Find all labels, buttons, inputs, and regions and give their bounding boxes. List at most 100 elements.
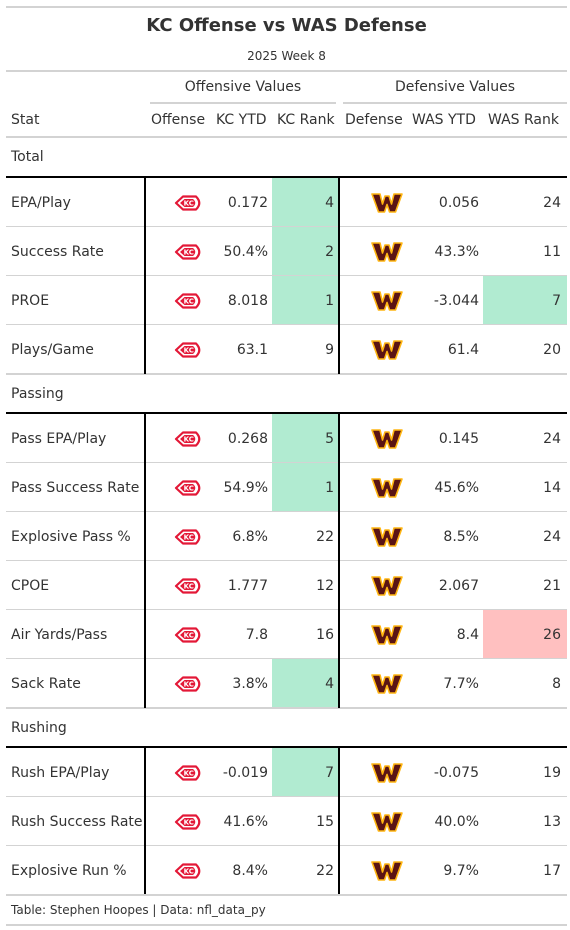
- kc-ytd-value: 54.9%: [223, 479, 268, 496]
- kc-chiefs-logo-icon: KC: [174, 178, 204, 227]
- kc-rank-value: 9: [325, 341, 334, 358]
- was-ytd-value: 45.6%: [434, 479, 479, 496]
- row-divider: [6, 560, 567, 561]
- group-border-rushing: [6, 746, 567, 748]
- svg-text:KC: KC: [184, 435, 194, 443]
- kc-chiefs-logo-icon: KC: [174, 227, 204, 276]
- col-header-stat: Stat: [11, 112, 40, 128]
- row-divider: [6, 609, 567, 610]
- washington-logo-icon: [370, 325, 404, 374]
- was-ytd-value: 7.7%: [443, 675, 479, 692]
- svg-text:KC: KC: [184, 582, 194, 590]
- kc-chiefs-logo-icon: KC: [174, 276, 204, 325]
- group-top-border-rushing: [6, 707, 567, 709]
- kc-chiefs-logo-icon: KC: [174, 512, 204, 561]
- was-rank-value: 14: [543, 479, 561, 496]
- was-ytd-value: -3.044: [433, 292, 479, 309]
- group-border-passing: [6, 412, 567, 414]
- washington-logo-icon: [370, 846, 404, 895]
- kc-rank-value: 5: [272, 414, 339, 463]
- col-header-kc-rank: KC Rank: [277, 112, 335, 128]
- svg-text:KC: KC: [184, 867, 194, 875]
- was-ytd-value: 43.3%: [434, 243, 479, 260]
- row-divider: [6, 324, 567, 325]
- table-row: Pass EPA/Play KC 0.268 5 0.145 24: [6, 414, 567, 463]
- group-border-total: [6, 176, 567, 178]
- was-rank-value: 26: [483, 610, 567, 659]
- kc-rank-value: 16: [316, 626, 334, 643]
- table-subtitle: 2025 Week 8: [247, 49, 326, 63]
- svg-text:KC: KC: [184, 248, 194, 256]
- spanner-offensive-line: [150, 102, 336, 104]
- kc-ytd-value: 0.268: [227, 430, 268, 447]
- table-top-border: [6, 6, 567, 8]
- was-ytd-value: 40.0%: [434, 813, 479, 830]
- kc-ytd-value: 41.6%: [223, 813, 268, 830]
- was-rank-value: 24: [543, 528, 561, 545]
- table-row: Sack Rate KC 3.8% 4 7.7% 8: [6, 659, 567, 708]
- was-rank-value: 13: [543, 813, 561, 830]
- washington-logo-icon: [370, 659, 404, 708]
- washington-logo-icon: [370, 227, 404, 276]
- table-row: Rush EPA/Play KC -0.019 7 -0.075 19: [6, 748, 567, 797]
- kc-rank-value: 22: [316, 528, 334, 545]
- washington-logo-icon: [370, 748, 404, 797]
- table-row: Plays/Game KC 63.1 9 61.4 20: [6, 325, 567, 374]
- defense-left-separator: [338, 747, 340, 895]
- row-divider: [6, 226, 567, 227]
- kc-chiefs-logo-icon: KC: [174, 659, 204, 708]
- kc-chiefs-logo-icon: KC: [174, 610, 204, 659]
- was-ytd-value: 8.5%: [443, 528, 479, 545]
- table-bottom-border: [6, 924, 567, 926]
- table-row: Air Yards/Pass KC 7.8 16 8.4 26: [6, 610, 567, 659]
- kc-ytd-value: 8.018: [227, 292, 268, 309]
- svg-text:KC: KC: [184, 199, 194, 207]
- kc-chiefs-logo-icon: KC: [174, 561, 204, 610]
- kc-rank-value: 4: [272, 178, 339, 227]
- washington-logo-icon: [370, 512, 404, 561]
- svg-text:KC: KC: [184, 346, 194, 354]
- washington-logo-icon: [370, 178, 404, 227]
- group-label-passing: Passing: [11, 386, 64, 402]
- stat-label: Explosive Run %: [11, 862, 127, 879]
- was-rank-value: 24: [543, 194, 561, 211]
- col-header-kc-ytd: KC YTD: [216, 112, 267, 128]
- stat-label: PROE: [11, 292, 50, 309]
- svg-text:KC: KC: [184, 631, 194, 639]
- table-row: Success Rate KC 50.4% 2 43.3% 11: [6, 227, 567, 276]
- row-divider: [6, 658, 567, 659]
- washington-logo-icon: [370, 610, 404, 659]
- svg-text:KC: KC: [184, 818, 194, 826]
- kc-chiefs-logo-icon: KC: [174, 846, 204, 895]
- stat-label: CPOE: [11, 577, 50, 594]
- stat-label: Air Yards/Pass: [11, 626, 108, 643]
- kc-ytd-value: -0.019: [222, 764, 268, 781]
- stat-label: Plays/Game: [11, 341, 94, 358]
- spanner-defensive-values: Defensive Values: [394, 79, 516, 95]
- kc-rank-value: 1: [272, 276, 339, 325]
- svg-text:KC: KC: [184, 769, 194, 777]
- svg-text:KC: KC: [184, 484, 194, 492]
- washington-logo-icon: [370, 797, 404, 846]
- svg-text:KC: KC: [184, 533, 194, 541]
- stat-label: Rush EPA/Play: [11, 764, 110, 781]
- was-rank-value: 17: [543, 862, 561, 879]
- col-header-was-ytd: WAS YTD: [412, 112, 476, 128]
- svg-text:KC: KC: [184, 297, 194, 305]
- table-row: CPOE KC 1.777 12 2.067 21: [6, 561, 567, 610]
- washington-logo-icon: [370, 414, 404, 463]
- stat-label: Pass EPA/Play: [11, 430, 107, 447]
- was-ytd-value: 0.056: [438, 194, 479, 211]
- was-ytd-value: 2.067: [438, 577, 479, 594]
- was-ytd-value: 0.145: [438, 430, 479, 447]
- offense-left-separator: [144, 747, 146, 895]
- stat-label: Sack Rate: [11, 675, 81, 692]
- stat-label: EPA/Play: [11, 194, 71, 211]
- stat-label: Success Rate: [11, 243, 104, 260]
- was-ytd-value: 8.4: [456, 626, 479, 643]
- kc-chiefs-logo-icon: KC: [174, 414, 204, 463]
- kc-ytd-value: 50.4%: [223, 243, 268, 260]
- kc-rank-value: 15: [316, 813, 334, 830]
- row-divider: [6, 511, 567, 512]
- spanner-offensive-values: Offensive Values: [184, 79, 302, 95]
